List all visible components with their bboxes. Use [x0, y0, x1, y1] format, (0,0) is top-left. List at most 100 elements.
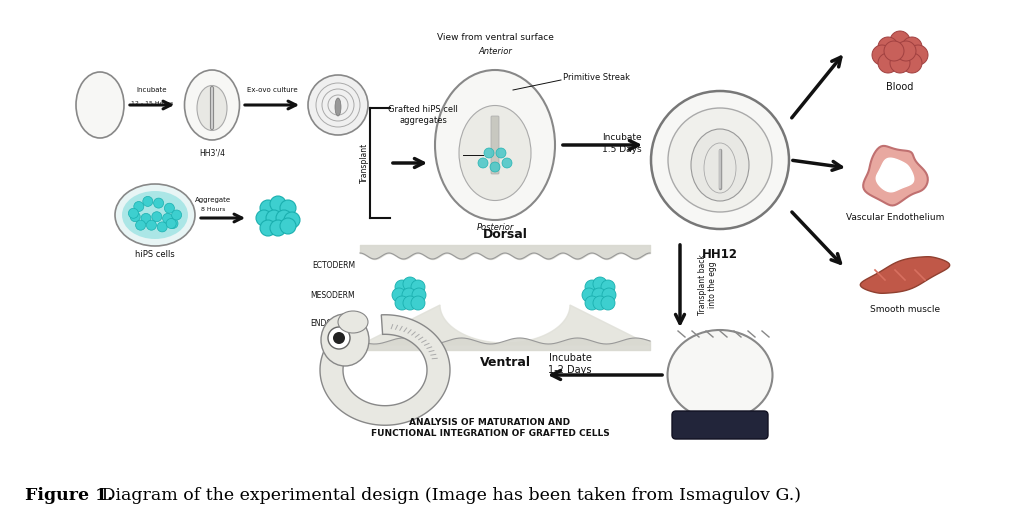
Circle shape	[878, 53, 898, 73]
Ellipse shape	[668, 108, 772, 212]
Text: Figure 1.: Figure 1.	[25, 488, 114, 504]
Ellipse shape	[76, 72, 124, 138]
Circle shape	[141, 214, 151, 224]
Ellipse shape	[185, 70, 239, 140]
Circle shape	[411, 280, 425, 294]
Text: Incubate: Incubate	[549, 353, 591, 363]
Text: Dorsal: Dorsal	[483, 229, 527, 242]
Polygon shape	[320, 315, 450, 425]
Circle shape	[490, 162, 500, 172]
Circle shape	[593, 277, 607, 291]
Text: Transplant back
into the egg: Transplant back into the egg	[698, 255, 717, 315]
Circle shape	[412, 288, 426, 302]
Circle shape	[896, 41, 916, 61]
Circle shape	[890, 53, 910, 73]
Ellipse shape	[197, 85, 227, 130]
Text: hiPS cells: hiPS cells	[135, 250, 174, 259]
Circle shape	[168, 218, 178, 229]
Circle shape	[402, 288, 416, 302]
Text: Blood: Blood	[886, 82, 914, 92]
Circle shape	[166, 218, 176, 229]
Text: 8 Hours: 8 Hours	[201, 207, 225, 212]
Circle shape	[908, 45, 928, 65]
Text: Aggregate: Aggregate	[195, 197, 231, 203]
FancyBboxPatch shape	[672, 411, 768, 439]
Circle shape	[602, 288, 615, 302]
Text: 12 - 15 Hours: 12 - 15 Hours	[131, 101, 173, 106]
Text: Anterior: Anterior	[478, 47, 512, 56]
Circle shape	[601, 280, 615, 294]
Circle shape	[270, 220, 286, 236]
Circle shape	[585, 296, 599, 310]
Circle shape	[153, 198, 163, 208]
Ellipse shape	[651, 91, 789, 229]
Circle shape	[333, 332, 345, 344]
Ellipse shape	[122, 191, 188, 239]
Text: Primitive Streak: Primitive Streak	[563, 73, 630, 82]
Circle shape	[878, 37, 898, 57]
Circle shape	[171, 210, 182, 220]
Circle shape	[592, 288, 606, 302]
Text: Incubate: Incubate	[137, 87, 167, 93]
Circle shape	[146, 220, 156, 230]
Circle shape	[496, 148, 506, 158]
Circle shape	[872, 45, 892, 65]
Ellipse shape	[704, 143, 736, 193]
Text: Posterior: Posterior	[477, 224, 514, 232]
Text: Incubate: Incubate	[602, 133, 642, 143]
Ellipse shape	[308, 75, 368, 135]
Ellipse shape	[691, 129, 749, 201]
Text: HH12: HH12	[702, 249, 738, 262]
Circle shape	[260, 200, 276, 216]
Ellipse shape	[459, 105, 531, 201]
Text: ANALYSIS OF MATURATION AND
FUNCTIONAL INTEGRATION OF GRAFTED CELLS: ANALYSIS OF MATURATION AND FUNCTIONAL IN…	[371, 418, 609, 438]
Circle shape	[260, 220, 276, 236]
Circle shape	[270, 196, 286, 212]
Circle shape	[130, 212, 140, 222]
Text: 1.5 Days: 1.5 Days	[602, 145, 642, 155]
Circle shape	[582, 288, 596, 302]
Circle shape	[884, 41, 904, 61]
Circle shape	[478, 158, 488, 168]
Polygon shape	[860, 257, 950, 293]
Circle shape	[136, 220, 146, 230]
Text: ECTODERM: ECTODERM	[312, 260, 355, 269]
Circle shape	[411, 296, 425, 310]
Circle shape	[502, 158, 512, 168]
Circle shape	[134, 202, 144, 212]
Circle shape	[256, 210, 272, 226]
Text: Diagram of the experimental design (Image has been taken from Ismagulov G.): Diagram of the experimental design (Imag…	[96, 488, 801, 504]
Circle shape	[902, 37, 922, 57]
Circle shape	[890, 31, 910, 51]
Text: Vascular Endothelium: Vascular Endothelium	[846, 213, 944, 221]
Text: Ex-ovo culture: Ex-ovo culture	[246, 87, 297, 93]
Circle shape	[395, 296, 409, 310]
Circle shape	[392, 288, 406, 302]
Circle shape	[403, 296, 417, 310]
Circle shape	[284, 212, 300, 228]
Circle shape	[593, 296, 607, 310]
Text: View from ventral surface: View from ventral surface	[437, 33, 554, 43]
Circle shape	[164, 203, 174, 213]
Circle shape	[902, 53, 922, 73]
Text: MESODERM: MESODERM	[310, 291, 355, 300]
Circle shape	[152, 212, 162, 222]
Circle shape	[395, 280, 409, 294]
Circle shape	[266, 210, 282, 226]
Text: Ventral: Ventral	[480, 356, 530, 369]
Text: HH3'/4: HH3'/4	[199, 148, 225, 157]
Ellipse shape	[115, 184, 195, 246]
Circle shape	[143, 196, 153, 206]
Circle shape	[585, 280, 599, 294]
Text: 1-2 Days: 1-2 Days	[549, 365, 592, 375]
Circle shape	[162, 214, 172, 224]
Circle shape	[157, 222, 167, 232]
FancyBboxPatch shape	[491, 116, 499, 174]
Ellipse shape	[667, 330, 773, 420]
Text: Grafted hiPS cell
aggregates: Grafted hiPS cell aggregates	[388, 105, 458, 125]
Circle shape	[280, 218, 296, 234]
Ellipse shape	[338, 311, 368, 333]
Polygon shape	[863, 146, 928, 205]
Circle shape	[280, 200, 296, 216]
Polygon shape	[360, 305, 650, 345]
